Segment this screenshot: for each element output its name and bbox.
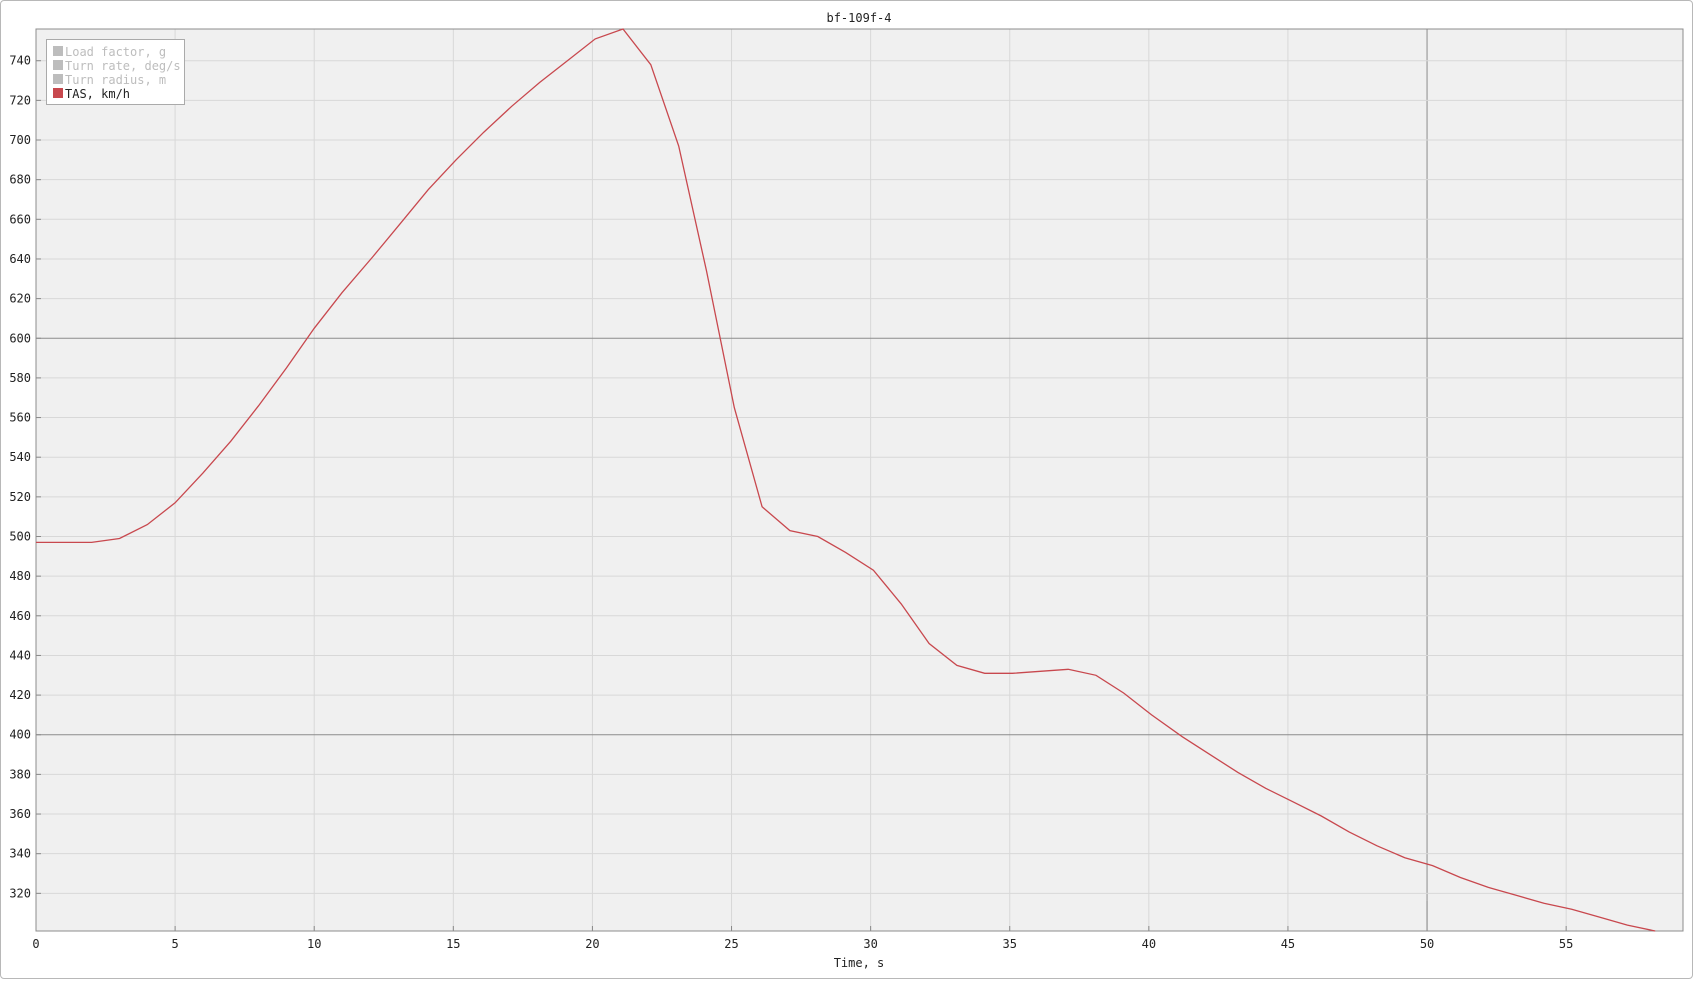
legend-swatch — [53, 46, 63, 56]
y-tick-label: 420 — [9, 688, 31, 702]
x-tick-label: 55 — [1559, 937, 1573, 951]
x-tick-label: 20 — [585, 937, 599, 951]
x-tick-label: 30 — [863, 937, 877, 951]
y-tick-label: 580 — [9, 371, 31, 385]
y-tick-label: 560 — [9, 411, 31, 425]
legend-box — [46, 39, 185, 105]
legend-item[interactable]: Turn radius, m — [65, 73, 166, 87]
legend-swatch — [53, 88, 63, 98]
y-tick-label: 380 — [9, 767, 31, 781]
x-tick-label: 50 — [1420, 937, 1434, 951]
x-tick-label: 40 — [1142, 937, 1156, 951]
x-tick-label: 5 — [171, 937, 178, 951]
y-tick-label: 540 — [9, 450, 31, 464]
plot-area — [36, 29, 1683, 931]
y-tick-label: 680 — [9, 173, 31, 187]
y-tick-label: 720 — [9, 93, 31, 107]
y-tick-label: 460 — [9, 609, 31, 623]
y-tick-label: 440 — [9, 648, 31, 662]
legend-item[interactable]: Load factor, g — [65, 45, 166, 59]
x-tick-label: 0 — [32, 937, 39, 951]
y-tick-label: 700 — [9, 133, 31, 147]
y-tick-label: 660 — [9, 212, 31, 226]
x-tick-label: 10 — [307, 937, 321, 951]
x-tick-label: 25 — [724, 937, 738, 951]
x-axis-label: Time, s — [834, 956, 885, 970]
x-tick-label: 35 — [1003, 937, 1017, 951]
y-tick-label: 480 — [9, 569, 31, 583]
y-tick-label: 620 — [9, 292, 31, 306]
y-tick-label: 640 — [9, 252, 31, 266]
y-tick-label: 360 — [9, 807, 31, 821]
legend-item[interactable]: TAS, km/h — [65, 87, 130, 101]
plot-border — [35, 28, 1684, 932]
x-tick-label: 45 — [1281, 937, 1295, 951]
legend-swatch — [53, 74, 63, 84]
y-tick-label: 400 — [9, 728, 31, 742]
y-tick-label: 500 — [9, 529, 31, 543]
y-tick-label: 320 — [9, 886, 31, 900]
y-tick-label: 600 — [9, 331, 31, 345]
chart-title: bf-109f-4 — [826, 11, 891, 25]
legend-item[interactable]: Turn rate, deg/s — [65, 59, 181, 73]
legend-swatch — [53, 60, 63, 70]
x-tick-label: 15 — [446, 937, 460, 951]
y-tick-label: 740 — [9, 54, 31, 68]
y-tick-label: 520 — [9, 490, 31, 504]
y-tick-label: 340 — [9, 847, 31, 861]
